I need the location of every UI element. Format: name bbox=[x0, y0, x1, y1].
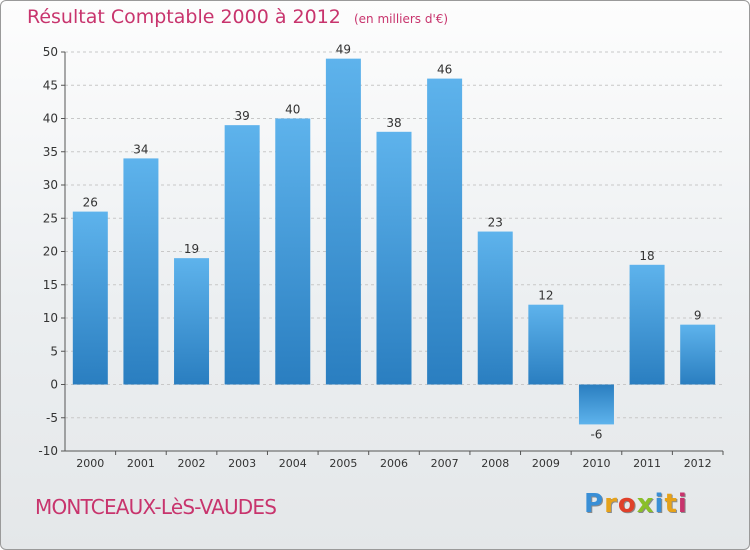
y-tick-label: 20 bbox=[43, 245, 58, 259]
logo-letter: i bbox=[677, 489, 688, 519]
y-tick-label: 35 bbox=[43, 145, 58, 159]
logo-letter: x bbox=[636, 489, 655, 519]
x-tick-label-2008: 2008 bbox=[481, 457, 509, 470]
bar-2005 bbox=[325, 58, 361, 385]
value-label-2005: 49 bbox=[336, 43, 351, 57]
x-tick-label-2009: 2009 bbox=[532, 457, 560, 470]
logo-letter: o bbox=[617, 489, 637, 519]
y-tick-label: -5 bbox=[46, 411, 58, 425]
logo-letter: r bbox=[604, 489, 618, 519]
value-label-2006: 38 bbox=[386, 116, 401, 130]
bar-2009 bbox=[528, 304, 564, 385]
x-tick-label-2001: 2001 bbox=[127, 457, 155, 470]
x-tick-label-2011: 2011 bbox=[633, 457, 661, 470]
commune-name: MONTCEAUX-LèS-VAUDES bbox=[35, 495, 277, 519]
value-label-2011: 18 bbox=[639, 249, 654, 263]
y-tick-label: -10 bbox=[38, 444, 58, 458]
value-label-2008: 23 bbox=[488, 216, 503, 230]
y-tick-label: 50 bbox=[43, 45, 58, 59]
value-label-2001: 34 bbox=[133, 142, 148, 156]
value-label-2010: -6 bbox=[590, 427, 602, 441]
y-tick-label: 40 bbox=[43, 112, 58, 126]
bar-2007 bbox=[427, 78, 463, 385]
bar-2002 bbox=[174, 258, 210, 385]
bar-2000 bbox=[72, 211, 108, 385]
y-tick-label: 0 bbox=[50, 378, 58, 392]
value-label-2009: 12 bbox=[538, 289, 553, 303]
x-tick-label-2010: 2010 bbox=[582, 457, 610, 470]
chart-title: Résultat Comptable 2000 à 2012 bbox=[27, 6, 341, 28]
bar-2008 bbox=[477, 231, 513, 385]
x-tick-label-2012: 2012 bbox=[684, 457, 712, 470]
bar-2004 bbox=[275, 118, 311, 385]
y-tick-label: 10 bbox=[43, 311, 58, 325]
y-tick-label: 25 bbox=[43, 211, 58, 225]
logo-letter: P bbox=[584, 489, 605, 519]
bar-2012 bbox=[680, 324, 716, 385]
logo-letter: i bbox=[654, 489, 665, 519]
bar-2001 bbox=[123, 158, 159, 385]
value-label-2003: 39 bbox=[235, 109, 250, 123]
bar-2011 bbox=[629, 264, 665, 385]
value-label-2007: 46 bbox=[437, 63, 452, 77]
chart-unit-note: (en milliers d'€) bbox=[353, 12, 449, 26]
x-tick-label-2007: 2007 bbox=[431, 457, 459, 470]
value-label-2002: 19 bbox=[184, 242, 199, 256]
x-tick-label-2003: 2003 bbox=[228, 457, 256, 470]
proxiti-logo: Proxiti bbox=[584, 489, 688, 519]
x-tick-label-2006: 2006 bbox=[380, 457, 408, 470]
y-tick-label: 45 bbox=[43, 78, 58, 92]
x-tick-label-2002: 2002 bbox=[178, 457, 206, 470]
bar-2006 bbox=[376, 131, 412, 385]
value-label-2000: 26 bbox=[83, 196, 98, 210]
value-label-2012: 9 bbox=[694, 309, 702, 323]
x-tick-label-2004: 2004 bbox=[279, 457, 307, 470]
logo-letter: t bbox=[664, 489, 678, 519]
chart-title-block: Résultat Comptable 2000 à 2012 (en milli… bbox=[27, 6, 448, 28]
bar-2010 bbox=[578, 384, 614, 425]
y-tick-label: 5 bbox=[50, 344, 58, 358]
bar-2003 bbox=[224, 125, 260, 385]
y-tick-label: 30 bbox=[43, 178, 58, 192]
value-label-2004: 40 bbox=[285, 103, 300, 117]
x-tick-label-2005: 2005 bbox=[329, 457, 357, 470]
y-tick-label: 15 bbox=[43, 278, 58, 292]
x-tick-label-2000: 2000 bbox=[76, 457, 104, 470]
